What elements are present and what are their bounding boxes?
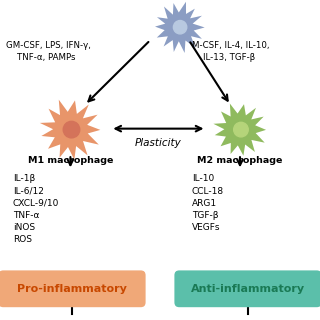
Text: Plasticity: Plasticity [135,138,182,148]
Text: IL-10
CCL-18
ARG1
TGF-β
VEGFs: IL-10 CCL-18 ARG1 TGF-β VEGFs [192,174,224,232]
Text: M-CSF, IL-4, IL-10,
    IL-13, TGF-β: M-CSF, IL-4, IL-10, IL-13, TGF-β [192,41,269,61]
Circle shape [63,121,80,138]
FancyBboxPatch shape [0,270,146,307]
Text: IL-1β
IL-6/12
CXCL-9/10
TNF-α
iNOS
ROS: IL-1β IL-6/12 CXCL-9/10 TNF-α iNOS ROS [13,174,59,244]
Circle shape [234,122,248,137]
Text: Pro-inflammatory: Pro-inflammatory [17,284,127,294]
Polygon shape [40,100,100,160]
FancyBboxPatch shape [174,270,320,307]
Text: M1 macrophage: M1 macrophage [28,156,113,165]
Text: GM-CSF, LPS, IFN-γ,
    TNF-α, PAMPs: GM-CSF, LPS, IFN-γ, TNF-α, PAMPs [6,41,91,61]
Polygon shape [155,2,205,53]
Circle shape [173,20,187,34]
Text: M2 macrophage: M2 macrophage [197,156,283,165]
Polygon shape [213,104,266,156]
Text: Anti-inflammatory: Anti-inflammatory [191,284,305,294]
